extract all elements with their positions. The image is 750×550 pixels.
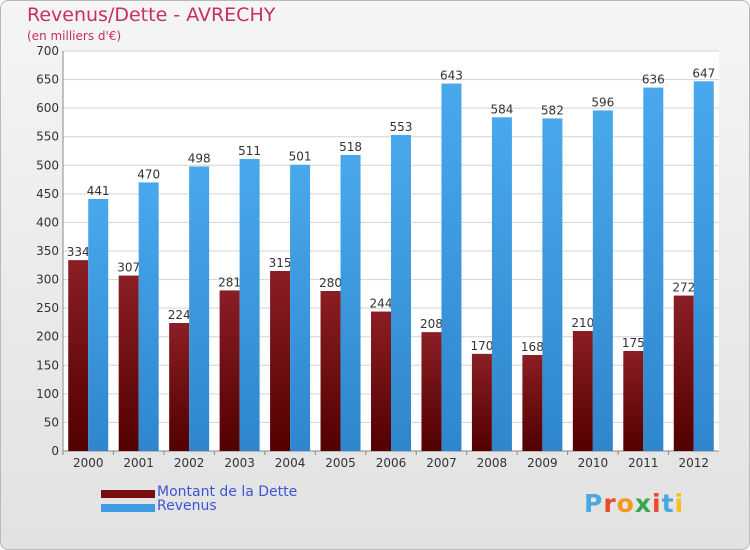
data-label-dette: 168	[521, 340, 544, 354]
y-tick-label: 650	[36, 73, 59, 87]
data-label-dette: 170	[470, 339, 493, 353]
y-tick-label: 50	[44, 415, 59, 429]
bar-dette	[421, 332, 442, 451]
y-tick-label: 100	[36, 387, 59, 401]
bar-dette	[371, 311, 391, 451]
y-tick-label: 250	[36, 301, 59, 315]
y-tick-label: 350	[36, 244, 59, 258]
y-tick-label: 600	[36, 101, 59, 115]
bar-revenus	[693, 81, 714, 452]
data-label-dette: 224	[168, 308, 191, 322]
bar-revenus	[391, 135, 411, 451]
x-tick-label: 2012	[678, 456, 709, 470]
y-tick-label: 0	[51, 444, 59, 458]
bar-revenus	[239, 159, 260, 451]
legend-label-dette: Montant de la Dette	[157, 484, 298, 500]
proxiti-logo: Proxiti	[584, 489, 684, 518]
data-label-revenus: 582	[541, 103, 564, 117]
bar-revenus	[138, 182, 159, 451]
x-tick-label: 2011	[628, 456, 659, 470]
bar-dette	[219, 290, 240, 451]
data-label-dette: 334	[67, 245, 90, 259]
x-tick-label: 2009	[527, 456, 558, 470]
logo-letter: x	[634, 489, 652, 518]
bar-revenus	[643, 87, 664, 452]
bar-dette	[270, 271, 291, 451]
x-tick-label: 2003	[224, 456, 255, 470]
data-label-revenus: 498	[188, 151, 211, 165]
data-label-revenus: 584	[490, 102, 513, 116]
y-tick-label: 150	[36, 358, 59, 372]
y-tick-label: 700	[36, 44, 59, 58]
x-tick-label: 2010	[578, 456, 609, 470]
bar-revenus	[88, 199, 109, 451]
data-label-dette: 208	[420, 317, 443, 331]
x-tick-label: 2000	[73, 456, 104, 470]
data-label-revenus: 470	[137, 167, 160, 181]
bar-dette	[320, 291, 341, 451]
data-label-revenus: 636	[642, 73, 665, 87]
data-label-dette: 307	[117, 261, 140, 275]
x-tick-label: 2004	[275, 456, 306, 470]
bar-dette	[68, 260, 89, 451]
logo-letter: t	[661, 489, 675, 518]
x-tick-label: 2001	[123, 456, 154, 470]
data-label-dette: 315	[269, 256, 292, 270]
logo-letter: o	[616, 489, 635, 518]
bar-revenus	[290, 164, 311, 451]
data-label-revenus: 553	[390, 120, 413, 134]
x-tick-label: 2002	[174, 456, 205, 470]
legend-swatch-revenus	[101, 504, 155, 512]
x-tick-label: 2005	[325, 456, 356, 470]
data-label-revenus: 647	[692, 66, 715, 80]
data-label-dette: 210	[571, 316, 594, 330]
bar-revenus	[592, 110, 613, 451]
chart-subtitle: (en milliers d'€)	[27, 29, 122, 43]
data-label-revenus: 596	[591, 95, 614, 109]
logo-letter: i	[674, 489, 685, 518]
y-tick-label: 400	[36, 215, 59, 229]
legend-swatch-dette	[101, 490, 155, 498]
x-tick-label: 2006	[376, 456, 407, 470]
data-label-revenus: 501	[289, 150, 312, 164]
bar-dette	[118, 275, 139, 451]
bar-revenus	[189, 166, 210, 451]
bar-revenus	[441, 83, 462, 452]
bar-dette	[572, 331, 593, 451]
y-tick-label: 300	[36, 273, 59, 287]
y-tick-label: 500	[36, 158, 59, 172]
bar-dette	[522, 355, 543, 451]
y-tick-label: 550	[36, 130, 59, 144]
y-tick-label: 200	[36, 330, 59, 344]
data-label-dette: 281	[218, 275, 241, 289]
data-label-revenus: 643	[440, 69, 463, 83]
legend-label-revenus: Revenus	[157, 498, 217, 514]
bar-dette	[169, 323, 190, 451]
data-label-revenus: 441	[87, 184, 110, 198]
bar-dette	[673, 295, 694, 451]
x-tick-label: 2008	[477, 456, 508, 470]
bar-revenus	[542, 118, 563, 451]
logo-letter: P	[584, 489, 604, 518]
x-tick-label: 2007	[426, 456, 457, 470]
bar-dette	[623, 351, 644, 451]
data-label-dette: 272	[672, 281, 695, 295]
data-label-dette: 175	[622, 336, 645, 350]
bar-dette	[471, 353, 492, 451]
logo-letter: r	[603, 489, 617, 518]
data-label-dette: 244	[370, 297, 393, 311]
data-label-revenus: 518	[339, 140, 362, 154]
data-label-dette: 280	[319, 276, 342, 290]
data-label-revenus: 511	[238, 144, 261, 158]
bar-revenus	[340, 155, 361, 451]
bar-revenus	[491, 117, 512, 452]
y-tick-label: 450	[36, 187, 59, 201]
logo-letter: i	[652, 489, 662, 518]
chart-title: Revenus/Dette - AVRECHY	[27, 4, 276, 26]
